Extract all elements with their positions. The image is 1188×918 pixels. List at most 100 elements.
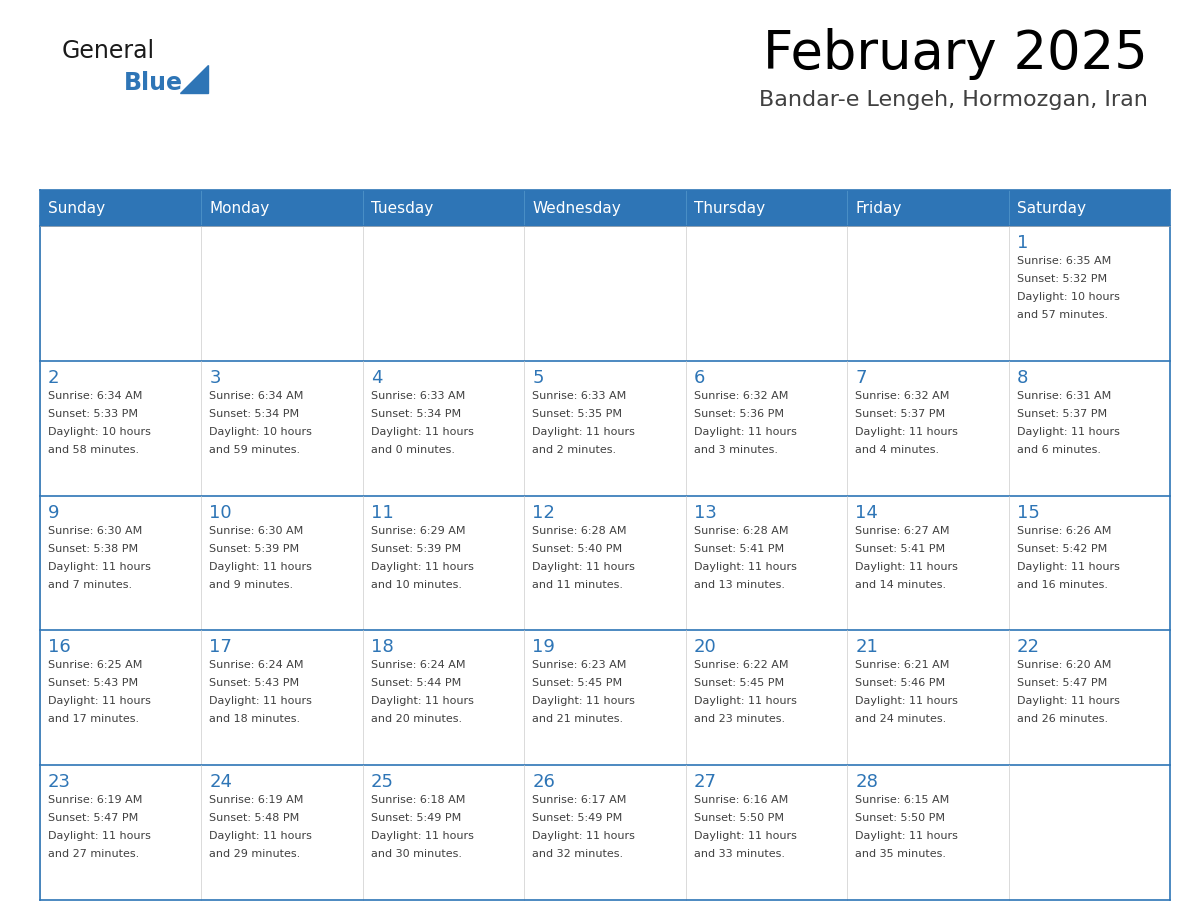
Text: 20: 20 xyxy=(694,638,716,656)
Text: and 11 minutes.: and 11 minutes. xyxy=(532,579,624,589)
Text: Sunrise: 6:35 AM: Sunrise: 6:35 AM xyxy=(1017,256,1111,266)
Text: Sunset: 5:48 PM: Sunset: 5:48 PM xyxy=(209,813,299,823)
Text: 12: 12 xyxy=(532,504,555,521)
Text: Sunset: 5:43 PM: Sunset: 5:43 PM xyxy=(209,678,299,688)
Text: 7: 7 xyxy=(855,369,866,386)
Text: Bandar-e Lengeh, Hormozgan, Iran: Bandar-e Lengeh, Hormozgan, Iran xyxy=(759,90,1148,110)
Text: 14: 14 xyxy=(855,504,878,521)
Text: Sunrise: 6:24 AM: Sunrise: 6:24 AM xyxy=(371,660,466,670)
Text: and 10 minutes.: and 10 minutes. xyxy=(371,579,462,589)
Text: and 13 minutes.: and 13 minutes. xyxy=(694,579,785,589)
Text: Sunset: 5:46 PM: Sunset: 5:46 PM xyxy=(855,678,946,688)
Text: Sunrise: 6:27 AM: Sunrise: 6:27 AM xyxy=(855,526,949,535)
Text: Daylight: 11 hours: Daylight: 11 hours xyxy=(532,697,636,706)
Text: and 57 minutes.: and 57 minutes. xyxy=(1017,310,1107,320)
Text: Sunset: 5:47 PM: Sunset: 5:47 PM xyxy=(48,813,138,823)
Text: Sunset: 5:50 PM: Sunset: 5:50 PM xyxy=(855,813,946,823)
Text: Sunset: 5:47 PM: Sunset: 5:47 PM xyxy=(1017,678,1107,688)
Text: and 27 minutes.: and 27 minutes. xyxy=(48,849,139,859)
Text: Sunrise: 6:18 AM: Sunrise: 6:18 AM xyxy=(371,795,466,805)
Text: 16: 16 xyxy=(48,638,71,656)
Text: Thursday: Thursday xyxy=(694,200,765,216)
Text: Sunrise: 6:28 AM: Sunrise: 6:28 AM xyxy=(532,526,627,535)
Text: and 24 minutes.: and 24 minutes. xyxy=(855,714,947,724)
Text: and 17 minutes.: and 17 minutes. xyxy=(48,714,139,724)
Text: Friday: Friday xyxy=(855,200,902,216)
Text: Daylight: 11 hours: Daylight: 11 hours xyxy=(209,831,312,841)
Text: and 7 minutes.: and 7 minutes. xyxy=(48,579,132,589)
Text: Sunrise: 6:32 AM: Sunrise: 6:32 AM xyxy=(855,391,949,401)
Text: 2: 2 xyxy=(48,369,59,386)
Text: Sunset: 5:34 PM: Sunset: 5:34 PM xyxy=(209,409,299,419)
Text: 17: 17 xyxy=(209,638,233,656)
Text: and 33 minutes.: and 33 minutes. xyxy=(694,849,785,859)
Text: Sunrise: 6:34 AM: Sunrise: 6:34 AM xyxy=(209,391,304,401)
Text: Sunrise: 6:30 AM: Sunrise: 6:30 AM xyxy=(48,526,143,535)
Text: Daylight: 11 hours: Daylight: 11 hours xyxy=(371,831,474,841)
Text: Sunrise: 6:29 AM: Sunrise: 6:29 AM xyxy=(371,526,466,535)
Text: and 2 minutes.: and 2 minutes. xyxy=(532,445,617,454)
Text: Sunrise: 6:20 AM: Sunrise: 6:20 AM xyxy=(1017,660,1111,670)
Text: Sunset: 5:41 PM: Sunset: 5:41 PM xyxy=(694,543,784,554)
Text: and 21 minutes.: and 21 minutes. xyxy=(532,714,624,724)
Text: and 35 minutes.: and 35 minutes. xyxy=(855,849,946,859)
Text: Sunset: 5:36 PM: Sunset: 5:36 PM xyxy=(694,409,784,419)
Text: Sunset: 5:38 PM: Sunset: 5:38 PM xyxy=(48,543,138,554)
Text: Monday: Monday xyxy=(209,200,270,216)
Text: Sunrise: 6:17 AM: Sunrise: 6:17 AM xyxy=(532,795,626,805)
Text: Daylight: 10 hours: Daylight: 10 hours xyxy=(48,427,151,437)
Text: 13: 13 xyxy=(694,504,716,521)
Text: Daylight: 11 hours: Daylight: 11 hours xyxy=(855,831,958,841)
Text: 28: 28 xyxy=(855,773,878,791)
Text: and 58 minutes.: and 58 minutes. xyxy=(48,445,139,454)
Text: Sunrise: 6:31 AM: Sunrise: 6:31 AM xyxy=(1017,391,1111,401)
Text: Tuesday: Tuesday xyxy=(371,200,434,216)
Text: Sunrise: 6:24 AM: Sunrise: 6:24 AM xyxy=(209,660,304,670)
Text: Daylight: 11 hours: Daylight: 11 hours xyxy=(1017,562,1119,572)
Text: Sunset: 5:49 PM: Sunset: 5:49 PM xyxy=(532,813,623,823)
Text: and 32 minutes.: and 32 minutes. xyxy=(532,849,624,859)
Text: Sunset: 5:49 PM: Sunset: 5:49 PM xyxy=(371,813,461,823)
Text: and 9 minutes.: and 9 minutes. xyxy=(209,579,293,589)
Text: Sunset: 5:34 PM: Sunset: 5:34 PM xyxy=(371,409,461,419)
Text: 22: 22 xyxy=(1017,638,1040,656)
Text: and 18 minutes.: and 18 minutes. xyxy=(209,714,301,724)
Text: Sunrise: 6:26 AM: Sunrise: 6:26 AM xyxy=(1017,526,1111,535)
Text: Sunrise: 6:23 AM: Sunrise: 6:23 AM xyxy=(532,660,626,670)
Text: and 26 minutes.: and 26 minutes. xyxy=(1017,714,1107,724)
Text: 15: 15 xyxy=(1017,504,1040,521)
Text: Sunset: 5:37 PM: Sunset: 5:37 PM xyxy=(855,409,946,419)
Text: Sunset: 5:45 PM: Sunset: 5:45 PM xyxy=(532,678,623,688)
Text: 19: 19 xyxy=(532,638,555,656)
Text: Daylight: 11 hours: Daylight: 11 hours xyxy=(694,427,797,437)
Text: Daylight: 11 hours: Daylight: 11 hours xyxy=(371,427,474,437)
Text: 6: 6 xyxy=(694,369,706,386)
Text: 11: 11 xyxy=(371,504,393,521)
Text: 24: 24 xyxy=(209,773,233,791)
Text: and 16 minutes.: and 16 minutes. xyxy=(1017,579,1107,589)
Text: Daylight: 11 hours: Daylight: 11 hours xyxy=(532,831,636,841)
Text: Daylight: 11 hours: Daylight: 11 hours xyxy=(855,697,958,706)
Text: Sunrise: 6:33 AM: Sunrise: 6:33 AM xyxy=(371,391,466,401)
Text: and 29 minutes.: and 29 minutes. xyxy=(209,849,301,859)
Text: Sunset: 5:37 PM: Sunset: 5:37 PM xyxy=(1017,409,1107,419)
Text: 8: 8 xyxy=(1017,369,1028,386)
Bar xyxy=(40,190,1170,226)
Text: Sunset: 5:45 PM: Sunset: 5:45 PM xyxy=(694,678,784,688)
Text: February 2025: February 2025 xyxy=(763,28,1148,80)
Text: Daylight: 11 hours: Daylight: 11 hours xyxy=(371,697,474,706)
Text: Sunset: 5:40 PM: Sunset: 5:40 PM xyxy=(532,543,623,554)
Text: 3: 3 xyxy=(209,369,221,386)
Text: Daylight: 11 hours: Daylight: 11 hours xyxy=(209,697,312,706)
Text: Sunset: 5:44 PM: Sunset: 5:44 PM xyxy=(371,678,461,688)
Text: Wednesday: Wednesday xyxy=(532,200,621,216)
Text: Daylight: 11 hours: Daylight: 11 hours xyxy=(532,427,636,437)
Text: Sunset: 5:33 PM: Sunset: 5:33 PM xyxy=(48,409,138,419)
Text: Sunset: 5:42 PM: Sunset: 5:42 PM xyxy=(1017,543,1107,554)
Text: Blue: Blue xyxy=(124,71,183,95)
Text: Daylight: 11 hours: Daylight: 11 hours xyxy=(694,831,797,841)
Text: and 59 minutes.: and 59 minutes. xyxy=(209,445,301,454)
Text: and 4 minutes.: and 4 minutes. xyxy=(855,445,940,454)
Text: and 20 minutes.: and 20 minutes. xyxy=(371,714,462,724)
Text: Sunrise: 6:28 AM: Sunrise: 6:28 AM xyxy=(694,526,788,535)
